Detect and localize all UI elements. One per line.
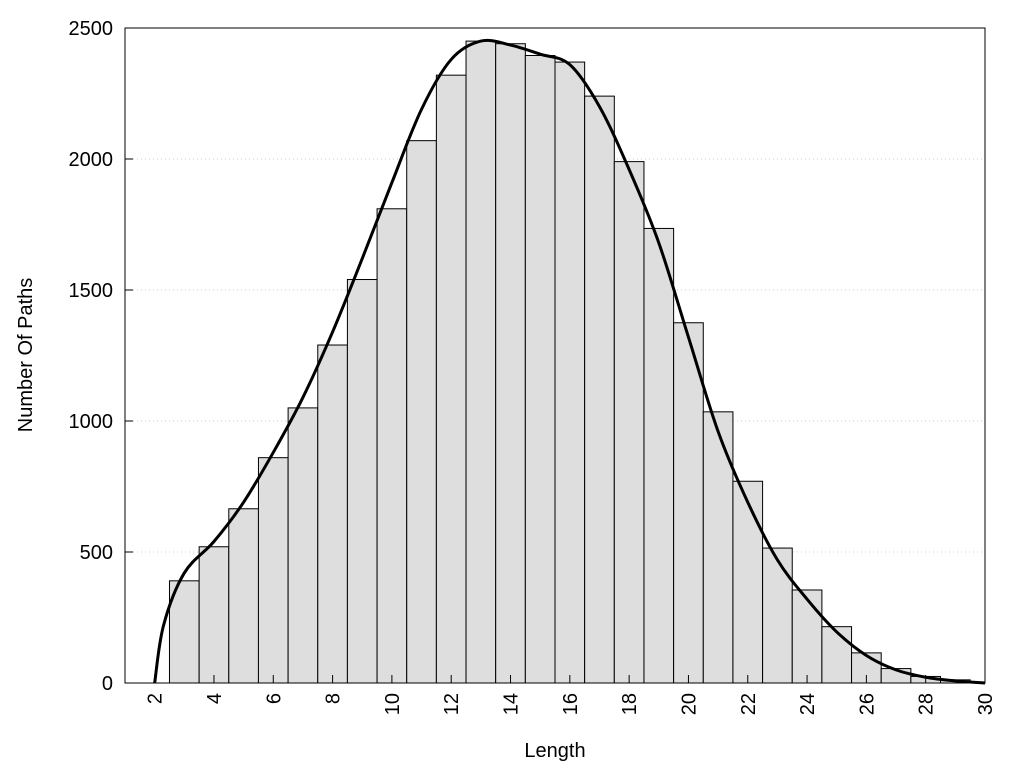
x-tick-label: 8 xyxy=(323,693,345,704)
bar xyxy=(465,40,497,684)
y-tick-label: 0 xyxy=(102,673,113,695)
bar xyxy=(317,344,348,684)
plot-frame xyxy=(124,27,986,684)
bar xyxy=(495,43,526,684)
bar xyxy=(613,161,645,684)
bar xyxy=(791,589,823,684)
bar xyxy=(584,95,615,684)
bar xyxy=(406,140,437,684)
x-tick-label: 14 xyxy=(501,693,523,715)
y-tick-label: 1500 xyxy=(69,280,114,302)
bar xyxy=(673,322,704,684)
bar xyxy=(168,580,200,684)
bar xyxy=(524,55,556,684)
x-tick-label: 4 xyxy=(204,693,226,704)
x-tick-label: 12 xyxy=(441,693,463,715)
bar xyxy=(228,508,259,684)
bar xyxy=(732,480,764,684)
bar xyxy=(435,74,467,684)
x-tick-label: 2 xyxy=(145,693,167,704)
bar xyxy=(702,411,734,684)
x-tick-label: 28 xyxy=(916,693,938,715)
bar xyxy=(376,208,408,684)
density-line xyxy=(153,38,986,685)
y-tick-label: 1000 xyxy=(69,411,114,433)
x-tick-label: 18 xyxy=(619,693,641,715)
y-axis-title: Number Of Paths xyxy=(15,278,37,433)
x-tick-label: 6 xyxy=(263,693,285,704)
y-tick-label: 2000 xyxy=(69,149,114,171)
x-tick-label: 20 xyxy=(678,693,700,715)
x-tick-label: 30 xyxy=(975,693,997,715)
x-tick-label: 10 xyxy=(382,693,404,715)
bar xyxy=(287,407,319,684)
y-tick-label: 2500 xyxy=(69,18,114,40)
x-tick-label: 24 xyxy=(797,693,819,715)
bar xyxy=(198,546,230,684)
x-axis-title: Length xyxy=(524,740,585,762)
x-tick-label: 16 xyxy=(560,693,582,715)
bar xyxy=(554,61,586,684)
bar xyxy=(643,227,675,684)
x-tick-label: 22 xyxy=(738,693,760,715)
y-tick-label: 500 xyxy=(80,542,113,564)
x-tick-label: 26 xyxy=(856,693,878,715)
bar xyxy=(257,457,289,684)
bar xyxy=(821,626,853,684)
bar xyxy=(346,279,378,684)
bar xyxy=(762,547,793,684)
